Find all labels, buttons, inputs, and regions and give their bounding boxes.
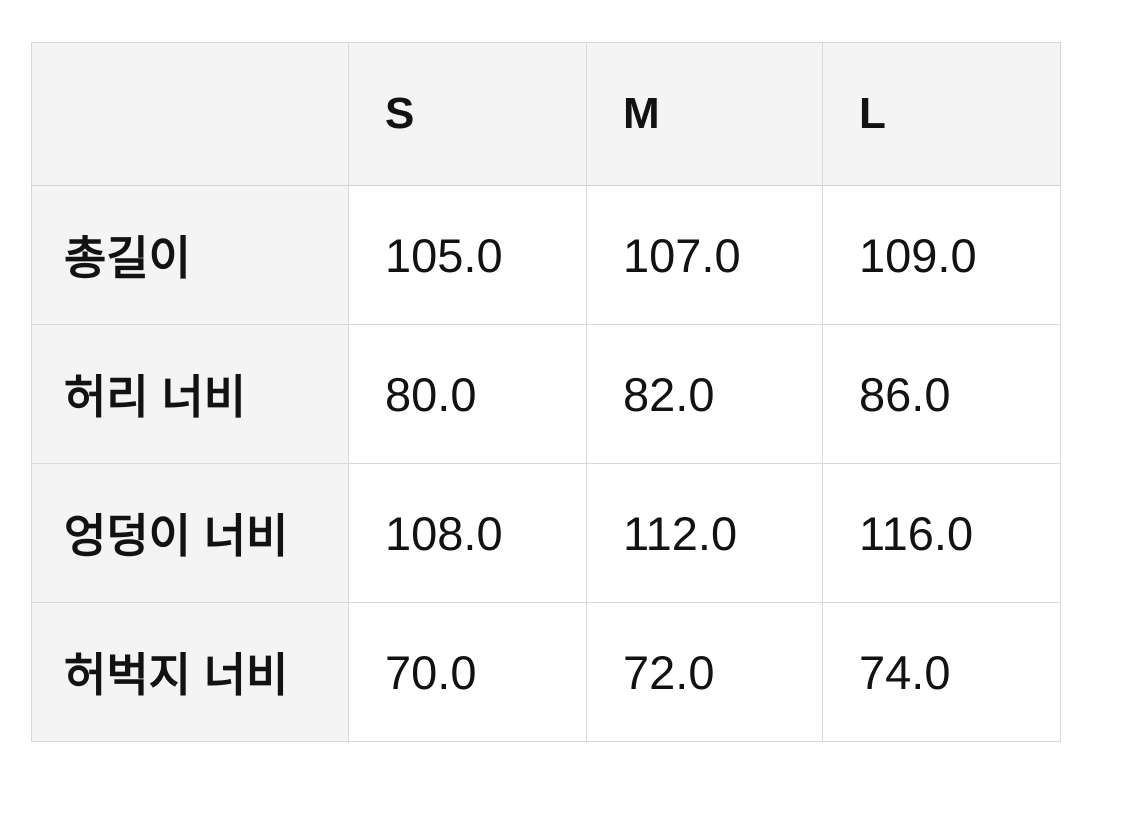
table-row-thigh-width: 허벅지 너비 70.0 72.0 74.0 <box>31 602 1061 742</box>
size-cell: 80.0 <box>348 324 587 464</box>
table-row-total-length: 총길이 105.0 107.0 109.0 <box>31 185 1061 325</box>
column-header-l: L <box>822 42 1061 186</box>
row-label: 총길이 <box>31 185 349 325</box>
header-row: S M L <box>31 42 1061 186</box>
table-row-waist-width: 허리 너비 80.0 82.0 86.0 <box>31 324 1061 464</box>
size-cell: 108.0 <box>348 463 587 603</box>
size-cell: 116.0 <box>822 463 1061 603</box>
size-cell: 74.0 <box>822 602 1061 742</box>
row-label: 엉덩이 너비 <box>31 463 349 603</box>
size-cell: 107.0 <box>586 185 823 325</box>
corner-cell <box>31 42 349 186</box>
size-cell: 72.0 <box>586 602 823 742</box>
row-label: 허벅지 너비 <box>31 602 349 742</box>
size-cell: 86.0 <box>822 324 1061 464</box>
row-label: 허리 너비 <box>31 324 349 464</box>
size-cell: 82.0 <box>586 324 823 464</box>
column-header-s: S <box>348 42 587 186</box>
size-cell: 109.0 <box>822 185 1061 325</box>
size-chart-section: S M L 총길이 105.0 107.0 109.0 허리 너비 80.0 8… <box>31 42 1061 742</box>
size-cell: 112.0 <box>586 463 823 603</box>
column-header-m: M <box>586 42 823 186</box>
size-cell: 105.0 <box>348 185 587 325</box>
size-table: S M L 총길이 105.0 107.0 109.0 허리 너비 80.0 8… <box>31 42 1061 742</box>
size-cell: 70.0 <box>348 602 587 742</box>
table-row-hip-width: 엉덩이 너비 108.0 112.0 116.0 <box>31 463 1061 603</box>
